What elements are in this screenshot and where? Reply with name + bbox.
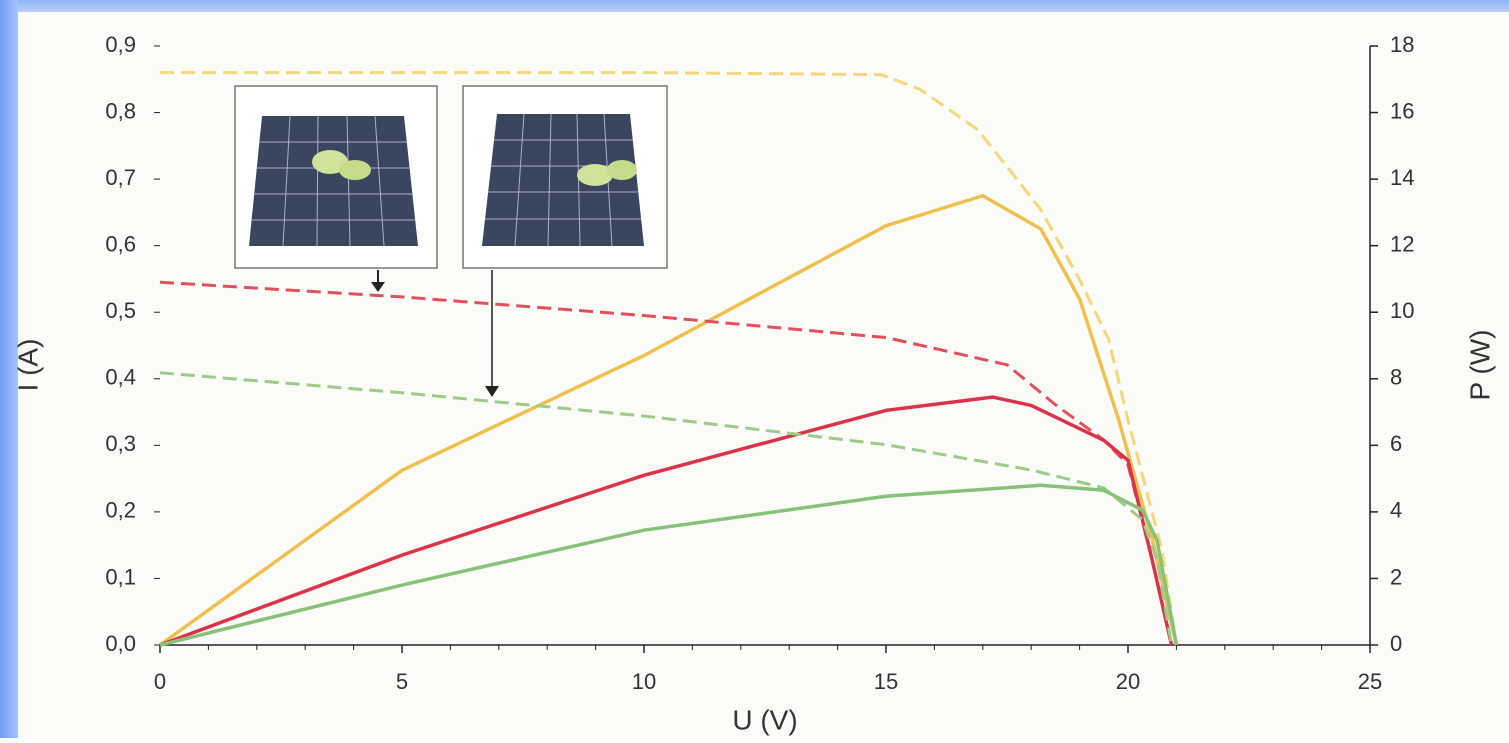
x-tick-label: 20	[1116, 669, 1140, 694]
y2-tick-label: 2	[1390, 564, 1402, 589]
y-tick-label: 0,2	[105, 498, 136, 523]
x-tick-label: 25	[1358, 669, 1382, 694]
y-tick-label: 0,3	[105, 431, 136, 456]
y-axis-title: I (A)	[12, 339, 43, 392]
y2-tick-label: 10	[1390, 298, 1414, 323]
frame-top	[0, 0, 1509, 12]
x-axis-title: U (V)	[732, 704, 797, 735]
x-tick-label: 5	[396, 669, 408, 694]
y2-axis-title: P (W)	[1464, 329, 1495, 400]
y-tick-label: 0,1	[105, 564, 136, 589]
y-tick-label: 0,5	[105, 298, 136, 323]
y-tick-label: 0,0	[105, 631, 136, 656]
y2-tick-label: 6	[1390, 431, 1402, 456]
y-tick-label: 0,7	[105, 165, 136, 190]
y2-tick-label: 4	[1390, 498, 1402, 523]
x-tick-label: 15	[874, 669, 898, 694]
x-tick-label: 10	[632, 669, 656, 694]
y2-tick-label: 12	[1390, 231, 1414, 256]
y2-tick-label: 14	[1390, 165, 1414, 190]
y2-tick-label: 0	[1390, 631, 1402, 656]
y-tick-label: 0,4	[105, 365, 136, 390]
y2-tick-label: 8	[1390, 365, 1402, 390]
chart: I (A) P (W) U (V) 05101520250,00,10,20,3…	[0, 0, 1509, 738]
x-tick-label: 0	[154, 669, 166, 694]
y2-tick-label: 16	[1390, 98, 1414, 123]
y-tick-label: 0,9	[105, 32, 136, 57]
y-tick-label: 0,6	[105, 231, 136, 256]
inset-left	[235, 86, 437, 292]
y-tick-label: 0,8	[105, 98, 136, 123]
y2-tick-label: 18	[1390, 32, 1414, 57]
